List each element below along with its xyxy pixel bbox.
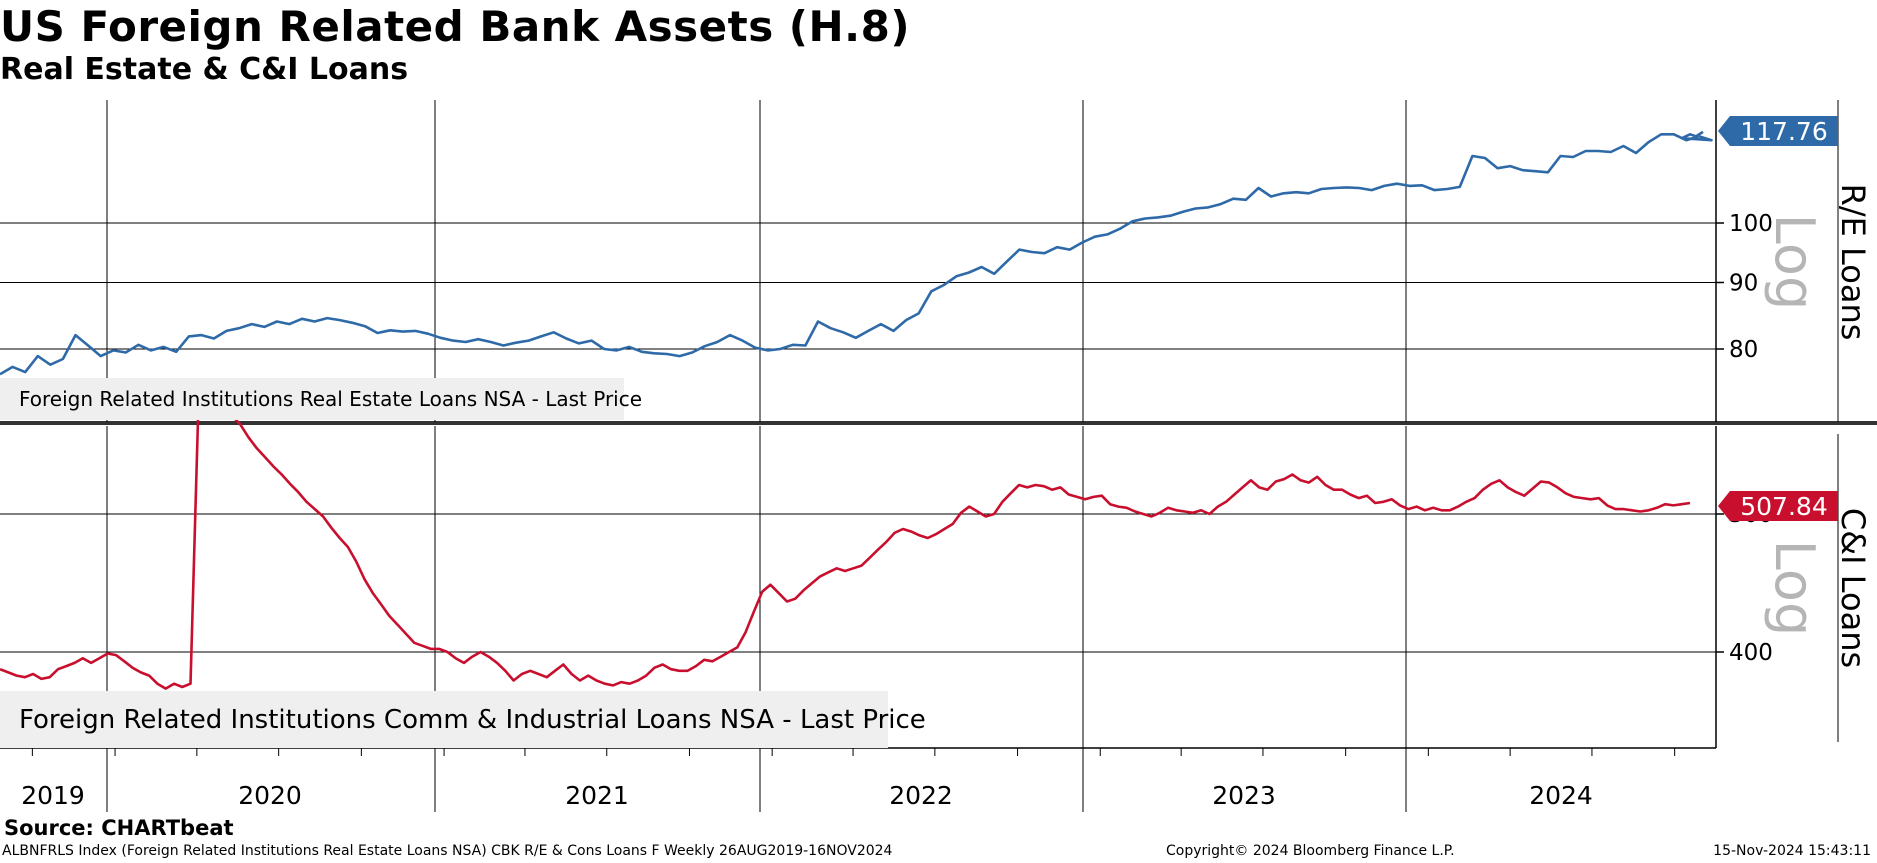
xtick-label-2024: 2024 [1529, 781, 1593, 810]
footer-copyright: Copyright© 2024 Bloomberg Finance L.P. [1166, 843, 1455, 859]
legend-ci: Foreign Related Institutions Comm & Indu… [0, 691, 926, 748]
xtick-label-2023: 2023 [1212, 781, 1276, 810]
ytick-label-top-100: 100 [1729, 211, 1773, 237]
xtick-label-2022: 2022 [889, 781, 953, 810]
legend-re-label: Foreign Related Institutions Real Estate… [19, 387, 643, 411]
ytick-label-top-80: 80 [1729, 337, 1758, 363]
last-value-badge-re: 117.76 [1718, 116, 1838, 146]
last-value-badge-ci: 507.84 [1718, 491, 1838, 521]
xtick-label-2021: 2021 [565, 781, 629, 810]
series-layer [0, 130, 1713, 690]
series-line-ci [0, 389, 1691, 690]
ytick-label-bottom-400: 400 [1729, 640, 1773, 666]
xtick-label-2020: 2020 [238, 781, 302, 810]
series-line-re [0, 130, 1713, 376]
legend-re: Foreign Related Institutions Real Estate… [0, 378, 642, 420]
log-watermark-top: Log [1763, 214, 1826, 310]
ylabel-bottom: C&I Loans [1834, 508, 1872, 668]
axis-labels: 2019 2020 2021 2022 2023 2024 R/E Loans C&I Loa… [21, 184, 1872, 810]
footer-ticker-info: ALBNFRLS Index (Foreign Related Institut… [2, 843, 893, 859]
log-watermarks: Log Log [1763, 214, 1826, 636]
last-value-badge-ci-shape [1718, 491, 1838, 521]
ytick-label-top-90: 90 [1729, 270, 1758, 296]
legend-ci-label: Foreign Related Institutions Comm & Indu… [19, 704, 926, 735]
ylabel-top: R/E Loans [1834, 184, 1872, 341]
source-label: Source: CHARTbeat [4, 816, 234, 840]
last-value-badge-re-text: 117.76 [1740, 117, 1827, 146]
xtick-label-2019: 2019 [21, 781, 85, 810]
chart-title: US Foreign Related Bank Assets (H.8) [0, 2, 911, 51]
log-watermark-bottom: Log [1763, 540, 1826, 636]
last-value-badge-ci-text: 507.84 [1740, 492, 1827, 521]
chart-subtitle: Real Estate & C&I Loans [0, 52, 409, 87]
last-value-badge-re-shape [1718, 116, 1838, 146]
last-value-badges: 117.76 507.84 [1718, 116, 1838, 521]
footer-timestamp: 15-Nov-2024 15:43:11 [1713, 843, 1871, 859]
